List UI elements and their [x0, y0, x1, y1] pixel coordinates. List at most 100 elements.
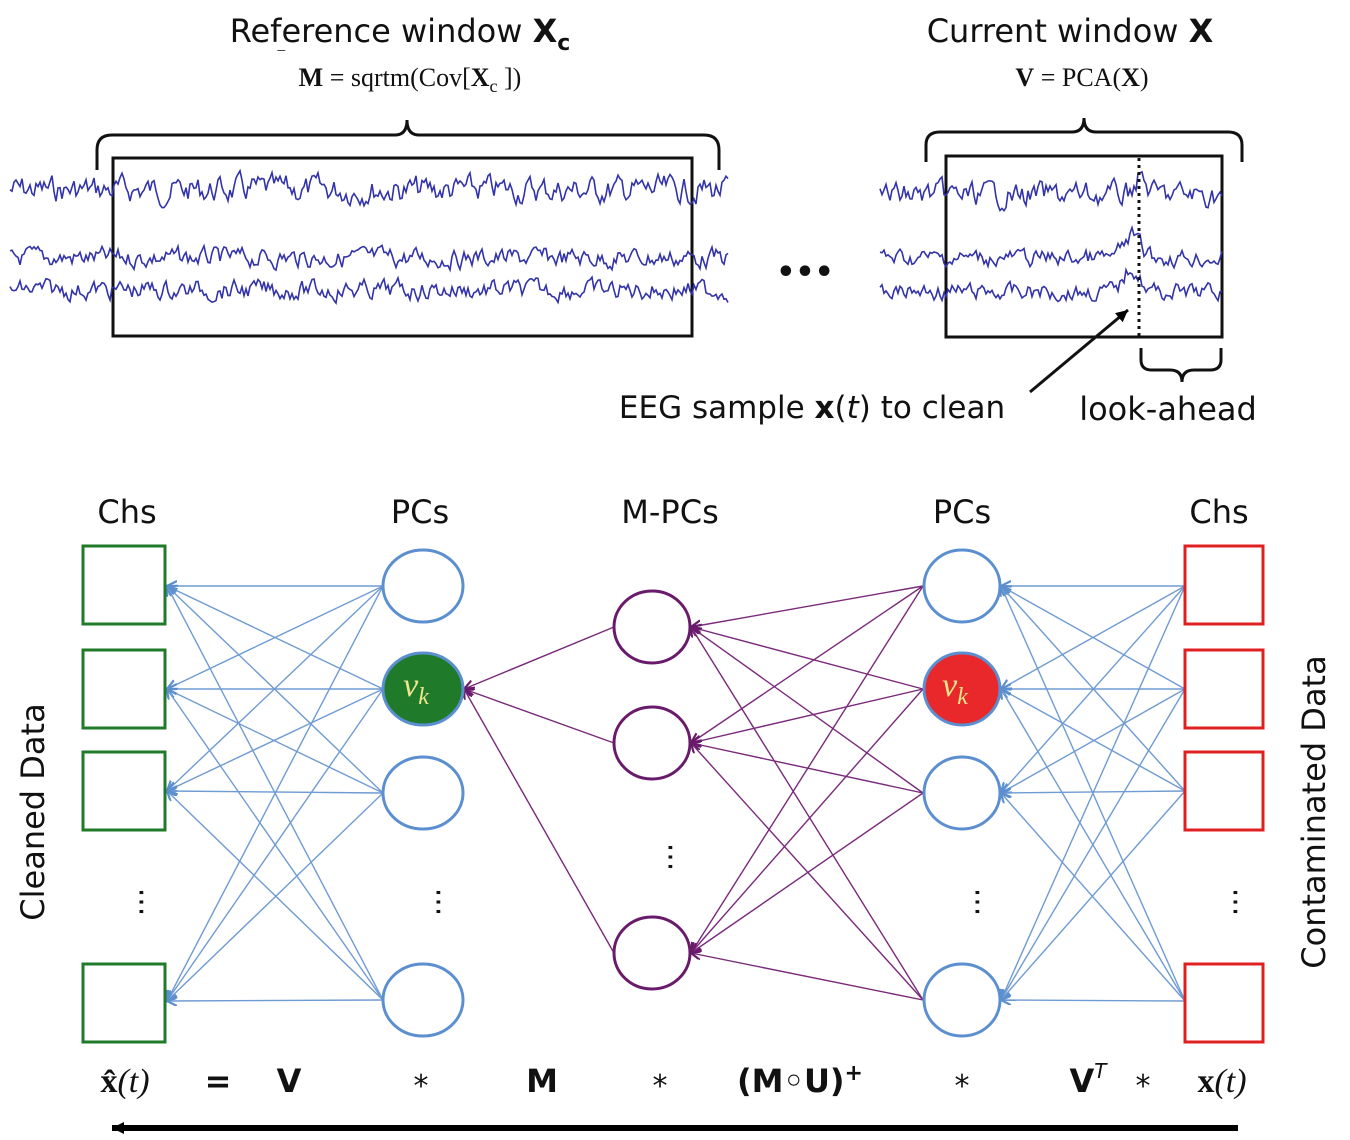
network-link [1001, 790, 1186, 1000]
network-link [691, 743, 924, 1001]
network-link [167, 586, 384, 1001]
vertical-ellipsis: ··· [1217, 888, 1252, 917]
eeg-trace [9, 168, 729, 209]
network-link [691, 743, 924, 794]
ellipsis: ••• [776, 255, 834, 290]
network-link [691, 585, 924, 627]
reference-window-group: Reference window Xc M = sqrtm(Cov[Xc ]) … [9, 12, 729, 338]
contaminated-channel-box [1183, 962, 1265, 1044]
column-header-chs-right: Chs [1189, 493, 1248, 531]
network-link [691, 627, 924, 1001]
current-brace [924, 117, 1244, 162]
contaminated-channel-box [1183, 750, 1265, 832]
network-link [1001, 688, 1186, 793]
equation-equals: = [205, 1062, 232, 1100]
network-link [1001, 586, 1186, 792]
pc-node-right-vk [922, 651, 1002, 727]
network-link [167, 791, 384, 1001]
column-header-chs-left: Chs [97, 493, 156, 531]
clean-channel-box [81, 648, 167, 730]
network-links [167, 585, 1186, 1002]
network-link [167, 792, 384, 1001]
equation-star: * [414, 1069, 429, 1104]
network-link [167, 1000, 384, 1001]
vk-label-contaminated: vk [942, 667, 968, 710]
mpc-node [612, 915, 692, 991]
network-link [167, 688, 384, 791]
eeg-sample-label: EEG sample x(t) to clean [619, 390, 1005, 426]
network-link [1001, 586, 1186, 690]
equation-star: * [1136, 1069, 1151, 1104]
sample-arrow [1029, 308, 1129, 394]
equation-star: * [653, 1069, 668, 1104]
equation-v: V [277, 1062, 302, 1100]
equation-vt: VT [1070, 1059, 1109, 1100]
vertical-ellipsis: ··· [652, 843, 687, 872]
equation-mu-pinv: (M◦U)+ [737, 1061, 863, 1100]
network-link [167, 586, 384, 690]
network-link [167, 689, 384, 1001]
equation-row: x̂(t) = V * M * (M◦U)+ * VT * x(t) [100, 1059, 1246, 1104]
network-link [464, 626, 615, 689]
network-link [691, 585, 924, 953]
equation-x: x(t) [1197, 1063, 1246, 1100]
column-header-pcs-left: PCs [391, 493, 449, 531]
network-link [691, 688, 924, 953]
column-header-pcs-right: PCs [933, 493, 991, 531]
network-diagram: Chs PCs M-PCs PCs Chs vk vk ··· [14, 493, 1333, 1044]
eeg-trace [879, 267, 1223, 303]
clean-channel-box [81, 544, 167, 626]
network-link [1001, 689, 1186, 792]
reference-eeg-signals [9, 168, 729, 305]
network-link [167, 689, 384, 794]
lookahead-label: look-ahead [1079, 390, 1257, 428]
m-bar-accent: ‾ [277, 49, 286, 71]
vertical-ellipsis: ··· [420, 888, 455, 917]
current-window-title: Current window X [927, 12, 1214, 50]
eeg-trace [879, 170, 1223, 213]
current-window-box [944, 154, 1224, 339]
network-link [1001, 586, 1186, 1002]
eeg-trace [879, 224, 1223, 270]
column-header-mpcs: M-PCs [621, 493, 718, 531]
network-link [167, 586, 384, 794]
network-link [691, 585, 924, 743]
contaminated-data-label: Contaminated Data [1295, 655, 1333, 968]
current-window-formula: V = PCA(X) [1015, 63, 1148, 92]
contaminated-channel-box [1183, 648, 1265, 730]
vertical-ellipsis: ··· [123, 888, 158, 917]
pc-node-left [381, 755, 465, 831]
cleaned-data-label: Cleaned Data [14, 703, 52, 920]
lookahead-brace [1139, 348, 1223, 383]
network-link [1001, 689, 1186, 1002]
network-link [1001, 793, 1186, 1002]
pc-node-right [922, 755, 1002, 831]
equation-star: * [955, 1069, 970, 1104]
reference-window-box [111, 156, 694, 338]
clean-channel-box [81, 750, 167, 832]
pc-node-left [381, 548, 465, 624]
network-link [691, 953, 924, 1001]
reference-window-title: Reference window Xc [230, 12, 571, 56]
current-eeg-signals [879, 170, 1223, 303]
mpc-node [612, 705, 692, 781]
equation-xhat: x̂(t) [100, 1063, 149, 1100]
reference-window-formula: M = sqrtm(Cov[Xc ]) [299, 63, 522, 96]
network-link [691, 688, 924, 743]
eeg-trace [9, 275, 729, 305]
network-link [691, 627, 924, 794]
clean-channel-box [81, 962, 167, 1044]
vertical-ellipsis: ··· [959, 888, 994, 917]
reference-brace [95, 119, 721, 170]
network-link [1001, 1000, 1186, 1001]
pc-node-right [922, 962, 1002, 1038]
network-link [464, 689, 615, 954]
equation-m: M [526, 1062, 558, 1100]
contaminated-channel-box [1183, 544, 1265, 626]
current-window-group: Current window X V = PCA(X) look-ahead E… [619, 12, 1257, 428]
pc-node-left-vk [381, 651, 465, 727]
network-link [691, 792, 924, 953]
pc-node-right [922, 548, 1002, 624]
vk-label-clean: vk [403, 667, 429, 710]
